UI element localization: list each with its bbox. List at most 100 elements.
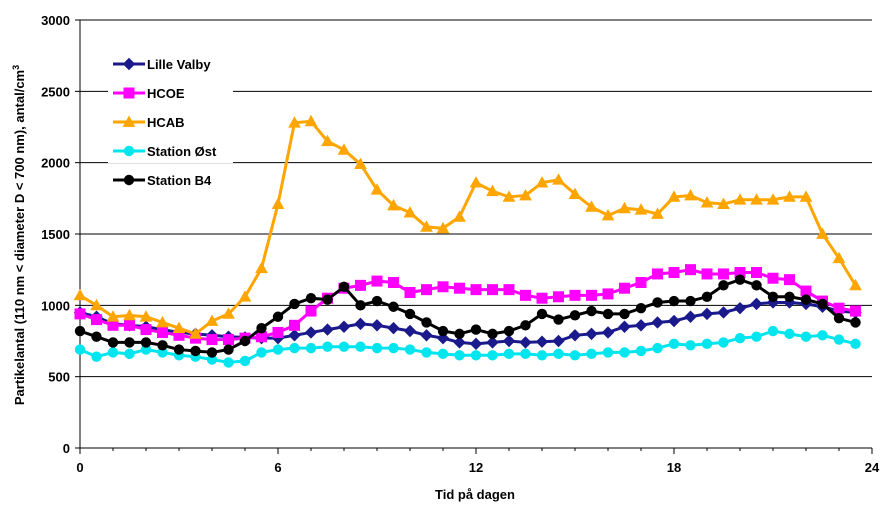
data-point — [371, 342, 383, 354]
data-point — [124, 337, 135, 348]
y-tick-label: 2500 — [41, 84, 70, 99]
data-point — [238, 290, 252, 302]
data-point — [684, 310, 697, 323]
data-point — [833, 312, 845, 324]
data-point — [503, 325, 515, 337]
data-point — [222, 307, 235, 319]
data-point — [668, 295, 680, 307]
data-point — [520, 289, 531, 301]
data-point — [817, 330, 828, 341]
data-point — [553, 291, 564, 303]
data-point — [107, 319, 119, 331]
data-point — [470, 350, 482, 361]
data-point — [552, 173, 565, 185]
data-point — [387, 198, 400, 211]
data-point — [421, 317, 432, 328]
data-point — [602, 288, 614, 300]
data-point — [255, 261, 268, 274]
data-point — [91, 331, 102, 342]
y-tick-label: 0 — [63, 441, 70, 456]
data-point — [750, 193, 763, 205]
y-tick-label: 1500 — [41, 227, 70, 242]
data-point — [751, 267, 762, 279]
data-point — [271, 197, 285, 209]
legend: Lille Valby HCOE HCAB Station Øst Station B4 — [108, 52, 233, 192]
data-point — [684, 188, 697, 201]
data-point — [553, 314, 564, 325]
data-point — [618, 320, 631, 333]
data-point — [651, 207, 664, 219]
data-point — [470, 324, 482, 335]
data-point — [256, 322, 267, 334]
data-point — [519, 188, 532, 201]
data-point — [453, 336, 466, 349]
legend-item-hcoe: HCOE — [108, 81, 233, 105]
data-point — [223, 357, 234, 368]
data-point — [750, 297, 763, 311]
data-point — [239, 355, 251, 367]
data-point — [469, 337, 483, 351]
data-point — [767, 325, 779, 337]
legend-swatch-marker — [123, 174, 135, 186]
data-point — [685, 264, 696, 276]
data-point — [90, 298, 103, 311]
y-tick-label: 3000 — [41, 13, 70, 28]
data-point — [404, 308, 416, 320]
data-point — [784, 291, 795, 302]
data-point — [520, 348, 531, 360]
data-point — [454, 282, 465, 294]
legend-item-hcab: HCAB — [108, 110, 233, 134]
data-point — [569, 289, 581, 301]
data-point — [337, 143, 351, 155]
data-point — [206, 334, 218, 346]
legend-swatch-marker — [122, 115, 136, 127]
data-point — [106, 310, 120, 322]
data-point — [618, 201, 631, 214]
data-point — [107, 347, 119, 358]
data-point — [173, 344, 185, 355]
legend-label: Lille Valby — [147, 57, 211, 72]
data-point — [487, 350, 498, 361]
data-point — [817, 298, 828, 310]
data-point — [404, 344, 416, 355]
data-point — [602, 347, 614, 358]
data-point — [619, 308, 630, 320]
data-point — [124, 319, 135, 331]
data-point — [602, 308, 614, 320]
data-point — [289, 298, 300, 310]
data-point — [536, 350, 548, 361]
data-point — [832, 251, 846, 264]
legend-swatch-marker — [123, 87, 135, 99]
data-point — [667, 314, 681, 328]
x-tick-labels: 0 6 12 18 24 — [76, 460, 880, 475]
data-point — [421, 284, 432, 296]
legend-label: Station B4 — [147, 173, 212, 188]
data-point — [305, 293, 317, 304]
data-point — [535, 335, 549, 348]
data-point — [652, 342, 663, 354]
series-hcoe — [74, 264, 861, 346]
data-point — [322, 341, 333, 352]
data-point — [355, 279, 366, 291]
y-axis-label-superscript: 3 — [11, 65, 21, 70]
data-point — [784, 328, 795, 340]
data-point — [586, 348, 597, 360]
data-point — [619, 347, 630, 358]
data-point — [436, 221, 450, 234]
data-point — [305, 305, 317, 317]
legend-item-station-b4: Station B4 — [108, 168, 233, 192]
data-point — [619, 282, 630, 294]
x-tick-label: 24 — [865, 460, 880, 475]
series-lille-valby — [73, 296, 862, 351]
data-point — [223, 334, 234, 346]
data-point — [668, 338, 680, 350]
data-point — [568, 187, 582, 199]
series-hcab — [73, 114, 862, 339]
data-point — [767, 272, 779, 284]
data-point — [124, 348, 135, 360]
series-station-b4 — [74, 274, 861, 358]
data-point — [288, 116, 301, 128]
legend-swatch-marker — [123, 145, 135, 157]
data-point — [833, 334, 845, 345]
data-point — [206, 347, 218, 358]
